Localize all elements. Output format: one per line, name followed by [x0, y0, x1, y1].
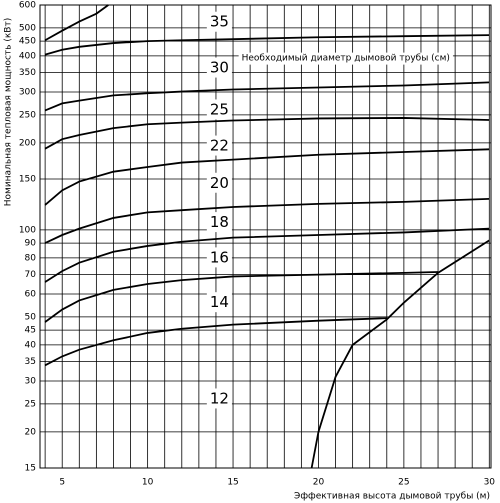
- grid: 15 20 25 30 35 40 45 50 60 70 80 90 100 150 200 250 300 3…: [19, 1, 495, 488]
- label-background: [206, 388, 232, 409]
- x-tick-label: 25: [398, 478, 409, 488]
- y-tick-label: 20: [25, 427, 37, 437]
- y-tick-label: 200: [19, 138, 36, 148]
- annotation: 20: [210, 174, 229, 192]
- annotation: 35: [210, 13, 229, 31]
- y-tick-label: 350: [19, 68, 36, 78]
- y-tick-label: 80: [25, 253, 37, 263]
- y-axis-title: Номинальная тепловая мощность (кВт): [4, 18, 14, 206]
- y-tick-label: 300: [19, 87, 36, 97]
- label-background: [206, 135, 232, 156]
- annotation: 18: [210, 213, 229, 231]
- y-tick-label: 500: [19, 23, 36, 33]
- x-axis-title: Эффективная высота дымовой трубы (м): [294, 492, 490, 502]
- annotation: Необходимый диаметр дымовой трубы (см): [242, 54, 450, 64]
- curve: [44, 227, 490, 283]
- y-tick-label: 25: [25, 399, 36, 409]
- label-background: [206, 212, 232, 233]
- curve: [310, 239, 490, 469]
- curve: [44, 198, 490, 244]
- x-tick-label: 30: [484, 478, 496, 488]
- y-tick-label: 15: [25, 464, 36, 474]
- label-background: [206, 57, 232, 78]
- curve: [44, 148, 490, 206]
- curve: [44, 34, 490, 56]
- annotation: 22: [210, 137, 229, 155]
- y-tick-label: 250: [19, 110, 36, 120]
- label-background: [238, 52, 453, 65]
- label-background: [206, 11, 232, 32]
- y-tick-label: 60: [25, 290, 37, 300]
- curve: [44, 81, 490, 112]
- y-tick-label: 450: [19, 37, 36, 47]
- y-tick-label: 40: [25, 340, 37, 350]
- annotation: 25: [210, 100, 229, 118]
- label-background: [206, 292, 232, 313]
- y-tick-label: 50: [25, 312, 37, 322]
- y-tick-label: 45: [25, 326, 36, 336]
- label-background: [206, 172, 232, 193]
- x-tick-label: 5: [59, 478, 65, 488]
- y-tick-label: 90: [25, 239, 37, 249]
- curves: [44, 4, 490, 469]
- y-tick-label: 100: [19, 225, 36, 235]
- curve: [44, 317, 387, 367]
- curve: [44, 4, 109, 42]
- label-background: [206, 247, 232, 268]
- annotation: 16: [210, 248, 229, 266]
- y-tick-label: 600: [19, 1, 36, 11]
- y-tick-label: 400: [19, 51, 36, 61]
- curve: [44, 117, 490, 150]
- plot-frame: [39, 4, 492, 469]
- y-tick-label: 70: [25, 270, 37, 280]
- labels: 35 30 Необходимый диаметр дымовой трубы (с…: [206, 11, 453, 409]
- annotation: 14: [210, 293, 229, 311]
- annotation: 12: [210, 389, 229, 407]
- y-tick-label: 35: [25, 357, 36, 367]
- label-background: [206, 99, 232, 120]
- curve: [44, 271, 439, 323]
- x-tick-label: 20: [313, 478, 325, 488]
- annotation: 30: [210, 59, 229, 77]
- x-tick-label: 10: [142, 478, 154, 488]
- y-tick-label: 150: [19, 174, 36, 184]
- x-tick-label: 15: [227, 478, 238, 488]
- y-tick-label: 30: [25, 377, 37, 387]
